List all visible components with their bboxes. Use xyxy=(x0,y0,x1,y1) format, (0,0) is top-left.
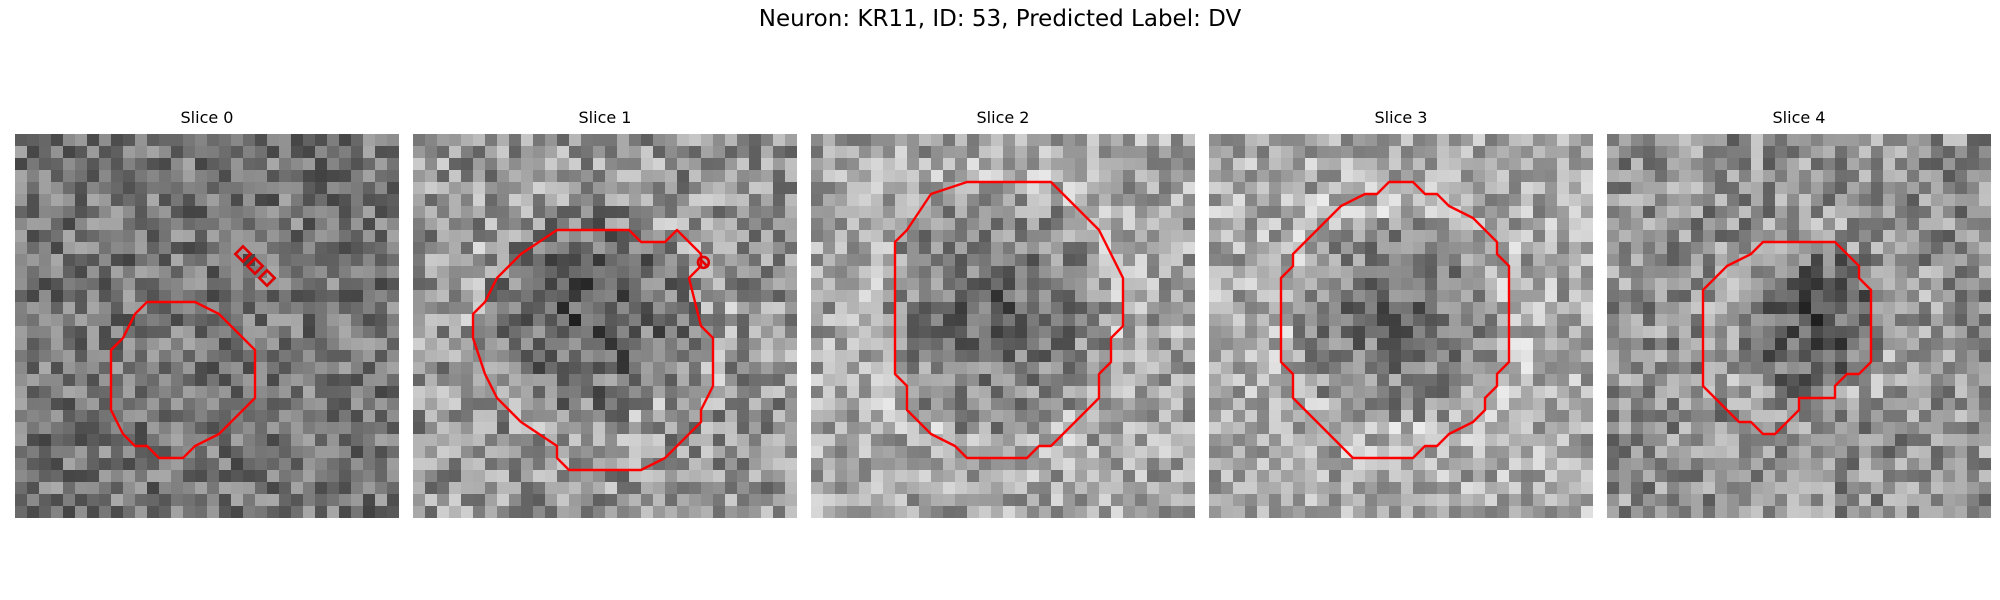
slice-image-3 xyxy=(1209,134,1593,518)
roi-contour-1 xyxy=(471,228,715,472)
pixel-grid-3 xyxy=(1209,134,1593,518)
roi-marker xyxy=(697,256,710,269)
slice-title-1: Slice 1 xyxy=(578,108,632,127)
pixel-grid-0 xyxy=(15,134,399,518)
roi-marker xyxy=(257,268,277,288)
pixel-grid-1 xyxy=(413,134,797,518)
slice-title-3: Slice 3 xyxy=(1374,108,1428,127)
roi-marker xyxy=(233,244,253,264)
pixel-grid-4 xyxy=(1607,134,1991,518)
roi-markers-1 xyxy=(696,255,711,270)
roi-contour-3 xyxy=(1279,180,1511,460)
slice-image-0 xyxy=(15,134,399,518)
pixel-grid-2 xyxy=(811,134,1195,518)
slice-image-4 xyxy=(1607,134,1991,518)
roi-marker xyxy=(696,255,711,270)
roi-markers-0 xyxy=(233,244,277,288)
roi-contour-0 xyxy=(109,300,257,460)
roi-contour-2 xyxy=(893,180,1125,460)
slice-title-0: Slice 0 xyxy=(180,108,234,127)
roi-marker xyxy=(245,256,265,276)
slice-title-4: Slice 4 xyxy=(1772,108,1826,127)
slice-image-2 xyxy=(811,134,1195,518)
slice-image-1 xyxy=(413,134,797,518)
roi-contour-4 xyxy=(1701,240,1873,436)
figure-title: Neuron: KR11, ID: 53, Predicted Label: D… xyxy=(758,6,1242,32)
slice-title-2: Slice 2 xyxy=(976,108,1030,127)
